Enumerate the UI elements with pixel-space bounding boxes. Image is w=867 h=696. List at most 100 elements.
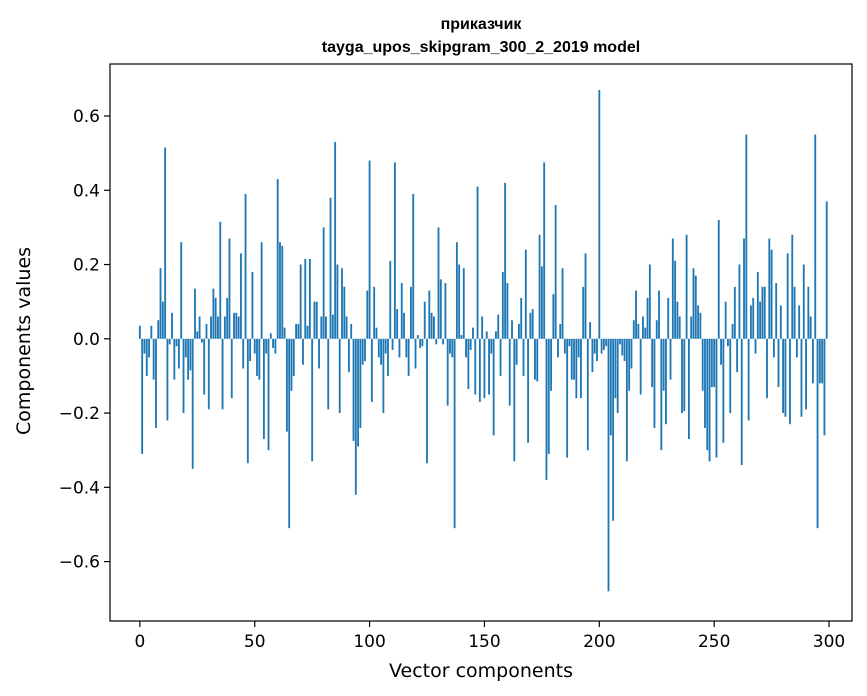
bar [570,338,573,380]
bar [233,312,235,339]
bar [658,290,660,339]
bar [513,338,516,462]
bar [398,338,401,358]
bar [625,338,628,462]
bar [534,338,536,380]
bar [770,249,773,339]
bar [582,286,585,339]
bar [591,338,594,373]
bar [566,338,569,458]
bar [242,338,245,369]
bar [786,253,789,339]
bar [531,309,534,339]
bar [226,297,229,339]
bar [256,338,258,376]
bar [320,316,323,339]
bar [635,290,637,339]
bar [444,283,447,339]
bar [313,301,316,339]
bar [200,338,203,343]
bar [145,338,148,376]
bar [304,258,307,339]
bar [648,264,651,339]
bar [547,338,550,454]
x-tick-label: 300 [813,632,845,652]
bar [297,323,300,339]
bar [701,338,704,391]
bar [490,338,493,354]
bar [821,338,824,384]
bar [524,249,527,339]
bar [221,338,224,410]
x-tick-label: 50 [244,632,266,652]
bar [793,286,796,339]
bar [653,338,656,428]
bar [515,338,518,365]
bar [630,338,633,369]
bar [164,147,167,339]
bar [446,338,449,406]
bar [412,193,415,339]
bar [681,338,683,414]
x-axis-ticks: 0 50 100 150 200 250 300 [134,621,845,652]
y-tick-label: −0.2 [59,404,100,424]
bar [345,316,348,339]
bar [347,338,350,373]
bar [481,316,484,339]
bar [265,338,268,354]
bar [674,260,677,339]
bar [396,309,399,339]
chart-title: приказчик [441,16,523,33]
bar [143,338,146,354]
bar [467,338,470,389]
bar [798,305,801,339]
bar [138,325,141,339]
bar [350,323,353,339]
bar [729,338,732,414]
bar [552,294,555,339]
bar [501,271,504,339]
bar [276,179,279,339]
bar [763,286,766,339]
bar [586,338,589,451]
bar [171,312,173,339]
bar [230,338,233,399]
bar [529,312,532,339]
bar [474,338,477,395]
bar [184,338,187,358]
bar [368,160,371,339]
bar [460,335,463,339]
bar [517,323,520,339]
bars-group [138,89,828,592]
bar [818,338,821,384]
bar [692,268,695,339]
bar [442,338,445,345]
bar [410,286,412,339]
bar [497,314,500,339]
bar [393,162,396,339]
bar [338,338,341,414]
x-tick-label: 100 [353,632,385,652]
bar [791,234,794,339]
bar [449,338,451,354]
plot-frame [109,63,853,622]
bar [207,338,210,410]
bar [683,338,686,412]
bar [750,305,752,339]
bar [150,325,153,339]
bar [745,134,748,339]
bar [761,286,764,339]
bar [244,193,247,339]
bar [249,338,252,362]
bar [747,338,750,421]
bar [384,338,387,354]
bar [400,283,403,339]
bar [292,338,295,376]
bar [568,338,571,347]
bar [623,338,626,362]
bar [462,268,465,339]
bar [253,338,256,354]
bar [161,301,164,339]
bar [563,338,566,354]
bar [777,338,780,388]
